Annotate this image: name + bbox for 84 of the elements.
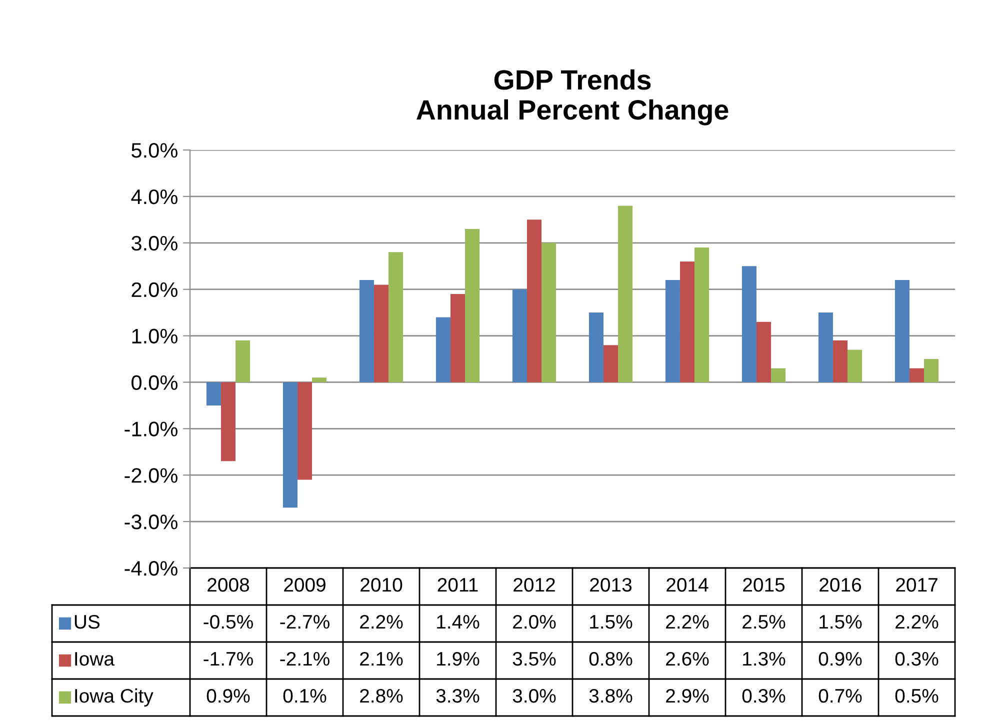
data-label: 3.8%	[589, 688, 632, 703]
data-label: 0.1%	[283, 688, 326, 703]
bar	[465, 228, 480, 382]
bar	[588, 312, 604, 382]
data-label: 2.2%	[666, 614, 709, 629]
chart-title: GDP Trends Annual Percent Change	[416, 69, 728, 126]
data-label: 2.9%	[666, 688, 709, 703]
data-label: 2.2%	[896, 614, 938, 629]
bar	[388, 252, 404, 382]
bar	[924, 359, 939, 382]
data-label: 0.3%	[895, 652, 938, 666]
bar	[282, 382, 298, 508]
bar	[526, 220, 542, 382]
y-tick-label: 0.0%	[132, 375, 178, 390]
data-label: 0.8%	[589, 652, 632, 666]
x-tick-label: 2011	[438, 578, 478, 592]
x-tick-label: 2012	[514, 578, 555, 592]
y-tick-label: 4.0%	[131, 189, 178, 204]
data-label: 1.3%	[743, 652, 786, 666]
bar	[374, 284, 389, 382]
y-tick-label: -3.0%	[124, 514, 178, 530]
x-tick-label: 2010	[360, 578, 402, 592]
legend-label: US	[74, 614, 100, 629]
bar	[436, 317, 450, 382]
data-label: 3.3%	[436, 688, 480, 703]
bar	[312, 378, 327, 382]
y-tick-label: -1.0%	[124, 422, 178, 436]
y-tick-label: 1.0%	[132, 328, 178, 344]
data-label: 0.7%	[818, 688, 862, 703]
data-label: -2.1%	[280, 652, 330, 666]
data-label: 0.9%	[206, 688, 250, 703]
bar	[236, 340, 250, 382]
data-label: 0.3%	[742, 688, 786, 703]
bar	[694, 248, 710, 382]
data-label: 3.5%	[512, 652, 556, 666]
legend-label: Iowa	[75, 652, 114, 666]
bar	[618, 206, 633, 382]
bar	[894, 280, 910, 382]
bar	[206, 382, 221, 406]
x-tick-label: 2015	[743, 578, 785, 592]
bar	[603, 345, 618, 382]
data-label: 1.5%	[820, 615, 862, 629]
bar	[818, 312, 833, 382]
bar	[680, 261, 695, 382]
bar	[297, 382, 312, 480]
y-tick-label: 3.0%	[132, 236, 178, 251]
legend-label: Iowa City	[75, 688, 154, 707]
y-tick-label: -2.0%	[124, 468, 178, 483]
bar	[848, 350, 862, 382]
x-tick-label: 2008	[208, 578, 250, 592]
data-label: 2.0%	[513, 614, 556, 629]
data-label: 1.5%	[590, 615, 632, 629]
bar	[512, 289, 527, 382]
bar	[742, 266, 756, 382]
bar	[542, 242, 556, 382]
bar	[909, 368, 924, 382]
x-tick-label: 2009	[284, 578, 326, 592]
data-label: -1.7%	[204, 652, 253, 666]
bar	[756, 322, 772, 382]
x-tick-label: 2016	[820, 578, 862, 592]
data-label: 1.4%	[437, 615, 480, 629]
data-label: -0.5%	[204, 614, 253, 629]
data-label: 2.5%	[742, 614, 786, 629]
data-label: 3.0%	[512, 688, 556, 703]
x-tick-label: 2014	[666, 578, 708, 592]
data-label: 0.9%	[818, 652, 862, 666]
bar	[771, 368, 786, 382]
data-label: 0.5%	[895, 688, 938, 703]
bar	[450, 294, 466, 382]
y-tick-label: -4.0%	[124, 561, 178, 576]
data-label: 2.6%	[666, 652, 709, 666]
bar	[220, 382, 236, 462]
data-label: 2.1%	[360, 652, 403, 666]
data-label: 2.8%	[360, 688, 403, 703]
data-label: 2.2%	[360, 614, 403, 629]
y-tick-label: 5.0%	[132, 143, 178, 158]
bar	[832, 340, 848, 382]
x-tick-label: 2017	[896, 578, 938, 592]
data-label: 1.9%	[437, 652, 480, 666]
data-label: -2.7%	[280, 614, 330, 629]
bar	[359, 280, 374, 382]
y-tick-label: 2.0%	[132, 282, 178, 298]
bar	[665, 280, 680, 382]
x-tick-label: 2013	[590, 578, 632, 592]
